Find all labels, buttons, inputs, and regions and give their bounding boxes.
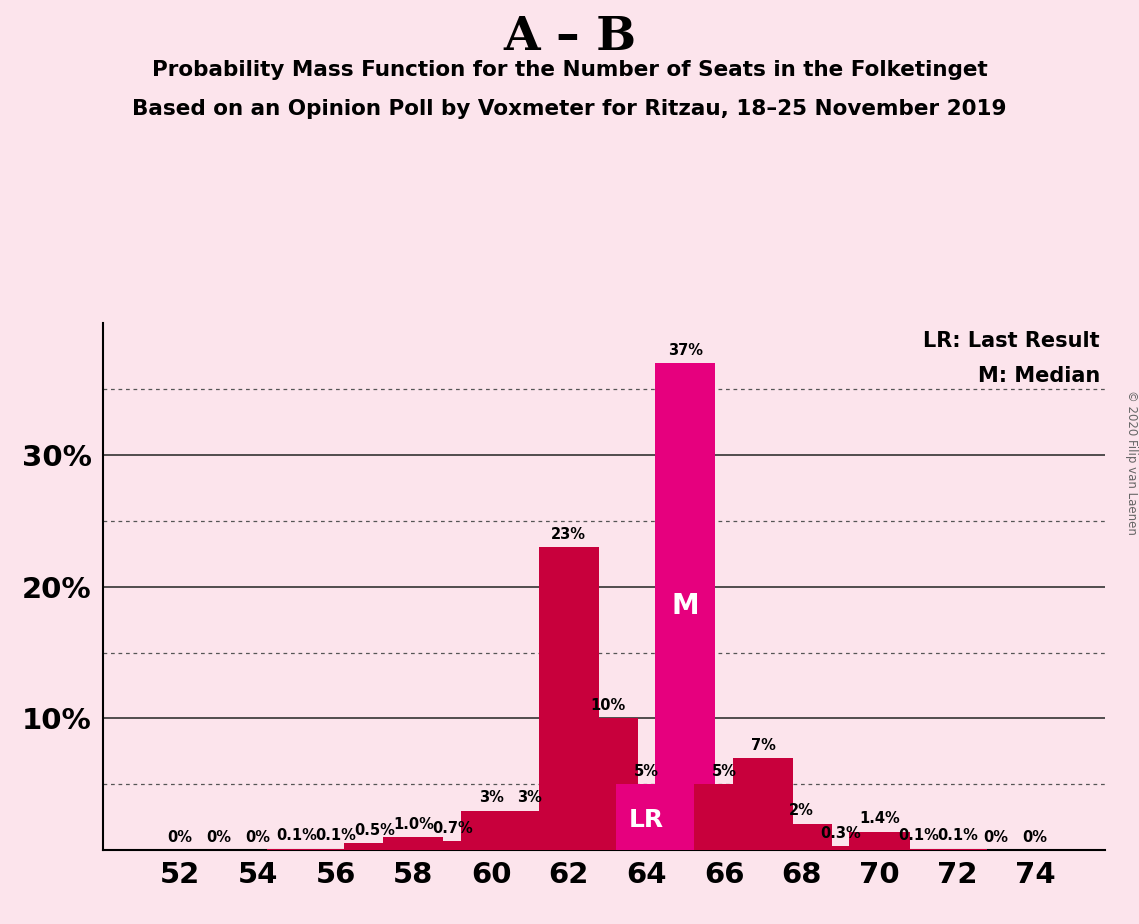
Text: 2%: 2% xyxy=(789,804,814,819)
Text: 1.4%: 1.4% xyxy=(859,811,900,826)
Bar xyxy=(539,547,599,850)
Bar xyxy=(655,363,715,850)
Text: 5%: 5% xyxy=(634,764,658,779)
Text: LR: Last Result: LR: Last Result xyxy=(924,332,1100,351)
Bar xyxy=(267,849,327,850)
Text: 0.7%: 0.7% xyxy=(432,821,473,835)
Text: 0.1%: 0.1% xyxy=(277,829,317,844)
Bar xyxy=(811,846,870,850)
Text: LR: LR xyxy=(629,808,664,833)
Text: 0%: 0% xyxy=(1023,830,1048,845)
Bar xyxy=(927,849,988,850)
Text: 0.1%: 0.1% xyxy=(936,829,977,844)
Bar xyxy=(772,824,831,850)
Bar xyxy=(694,784,754,850)
Bar xyxy=(888,849,949,850)
Bar xyxy=(383,837,443,850)
Text: 3%: 3% xyxy=(478,790,503,806)
Text: M: M xyxy=(672,592,699,621)
Text: 7%: 7% xyxy=(751,737,776,753)
Bar xyxy=(461,810,522,850)
Text: 0%: 0% xyxy=(984,830,1008,845)
Text: 0.1%: 0.1% xyxy=(316,829,357,844)
Text: M: Median: M: Median xyxy=(977,366,1100,385)
Text: 37%: 37% xyxy=(667,343,703,358)
Text: 0.5%: 0.5% xyxy=(354,823,395,838)
Text: © 2020 Filip van Laenen: © 2020 Filip van Laenen xyxy=(1124,390,1138,534)
Bar xyxy=(305,849,366,850)
Text: 3%: 3% xyxy=(517,790,542,806)
Text: 0%: 0% xyxy=(167,830,192,845)
Text: Based on an Opinion Poll by Voxmeter for Ritzau, 18–25 November 2019: Based on an Opinion Poll by Voxmeter for… xyxy=(132,99,1007,119)
Text: 0.3%: 0.3% xyxy=(820,826,861,841)
Text: 0%: 0% xyxy=(245,830,270,845)
Text: 23%: 23% xyxy=(551,527,587,542)
Bar xyxy=(732,758,793,850)
Bar xyxy=(850,832,910,850)
Bar xyxy=(500,810,560,850)
Text: 0.1%: 0.1% xyxy=(898,829,939,844)
Text: A – B: A – B xyxy=(503,14,636,60)
Text: Probability Mass Function for the Number of Seats in the Folketinget: Probability Mass Function for the Number… xyxy=(151,60,988,80)
Bar xyxy=(423,841,482,850)
Text: 1.0%: 1.0% xyxy=(393,817,434,832)
Bar xyxy=(577,719,638,850)
Text: 5%: 5% xyxy=(712,764,737,779)
Text: 0%: 0% xyxy=(206,830,231,845)
Bar xyxy=(616,784,677,850)
Text: 10%: 10% xyxy=(590,699,625,713)
Bar xyxy=(344,844,404,850)
